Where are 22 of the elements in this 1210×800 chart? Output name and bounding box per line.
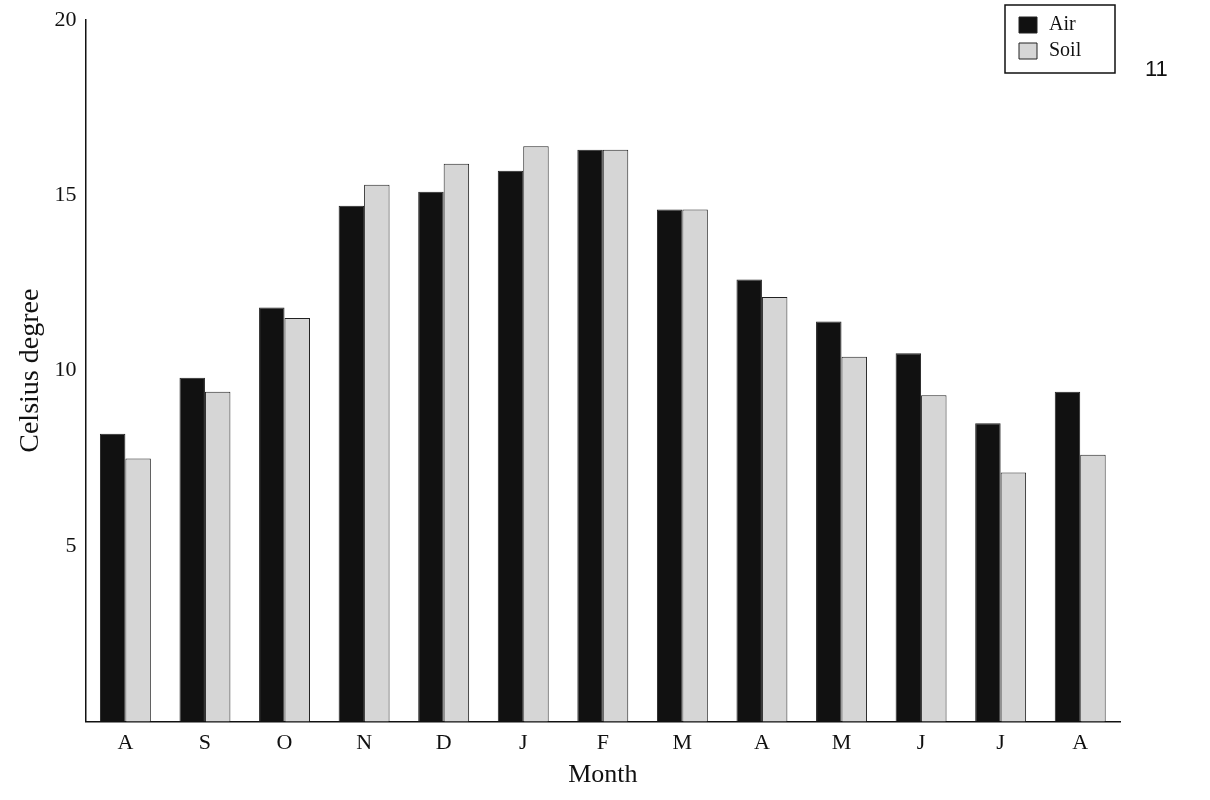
legend-label: Air — [1049, 12, 1076, 35]
x-tick-label: A — [1072, 729, 1089, 755]
x-tick-label: O — [276, 729, 293, 755]
x-tick-label: S — [198, 729, 212, 755]
x-tick-label: F — [596, 729, 609, 755]
x-axis-title: Month — [568, 759, 638, 789]
legend-label: Soil — [1049, 38, 1082, 61]
x-tick-label: J — [996, 729, 1006, 755]
y-axis-title: Celsius degree — [13, 288, 45, 453]
x-tick-label: M — [831, 729, 852, 755]
x-tick-label: J — [916, 729, 926, 755]
x-tick-label: A — [117, 729, 134, 755]
y-tick-label: 5 — [65, 531, 77, 557]
x-tick-label: N — [356, 729, 373, 755]
y-tick-label: 10 — [54, 356, 77, 382]
text: 11 — [1145, 56, 1168, 82]
x-tick-label: M — [672, 729, 693, 755]
x-tick-label: A — [753, 729, 770, 755]
y-tick-label: 20 — [54, 5, 77, 31]
x-tick-label: D — [435, 729, 452, 755]
x-tick-label: J — [518, 729, 528, 755]
y-tick-label: 15 — [54, 181, 77, 207]
